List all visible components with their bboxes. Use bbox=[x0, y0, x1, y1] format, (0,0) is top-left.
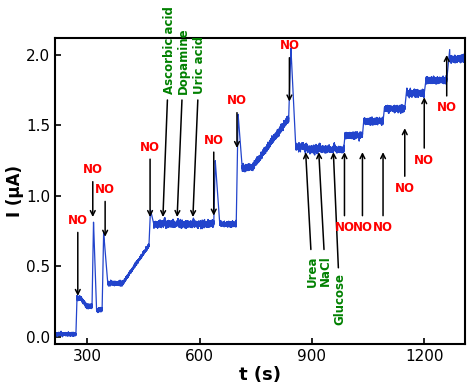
Text: Glucose: Glucose bbox=[331, 154, 346, 325]
Text: Urea: Urea bbox=[304, 154, 318, 287]
Text: Dopamine: Dopamine bbox=[175, 28, 190, 215]
Text: NO: NO bbox=[279, 39, 300, 100]
Text: NaCl: NaCl bbox=[317, 154, 332, 286]
Text: NO: NO bbox=[204, 133, 224, 214]
Text: NO: NO bbox=[95, 183, 115, 235]
Text: NO: NO bbox=[68, 214, 88, 294]
Y-axis label: I (μA): I (μA) bbox=[6, 165, 24, 217]
Text: NO: NO bbox=[395, 130, 415, 195]
Text: NO: NO bbox=[227, 94, 247, 146]
X-axis label: t (s): t (s) bbox=[239, 367, 281, 385]
Text: NO: NO bbox=[140, 141, 160, 215]
Text: NO: NO bbox=[352, 154, 373, 234]
Text: NO: NO bbox=[414, 99, 434, 167]
Text: Uric acid: Uric acid bbox=[191, 36, 206, 215]
Text: NO: NO bbox=[83, 163, 103, 215]
Text: NO: NO bbox=[334, 154, 355, 234]
Text: Ascorbic acid: Ascorbic acid bbox=[161, 7, 176, 215]
Text: NO: NO bbox=[437, 57, 457, 115]
Text: NO: NO bbox=[373, 154, 393, 234]
